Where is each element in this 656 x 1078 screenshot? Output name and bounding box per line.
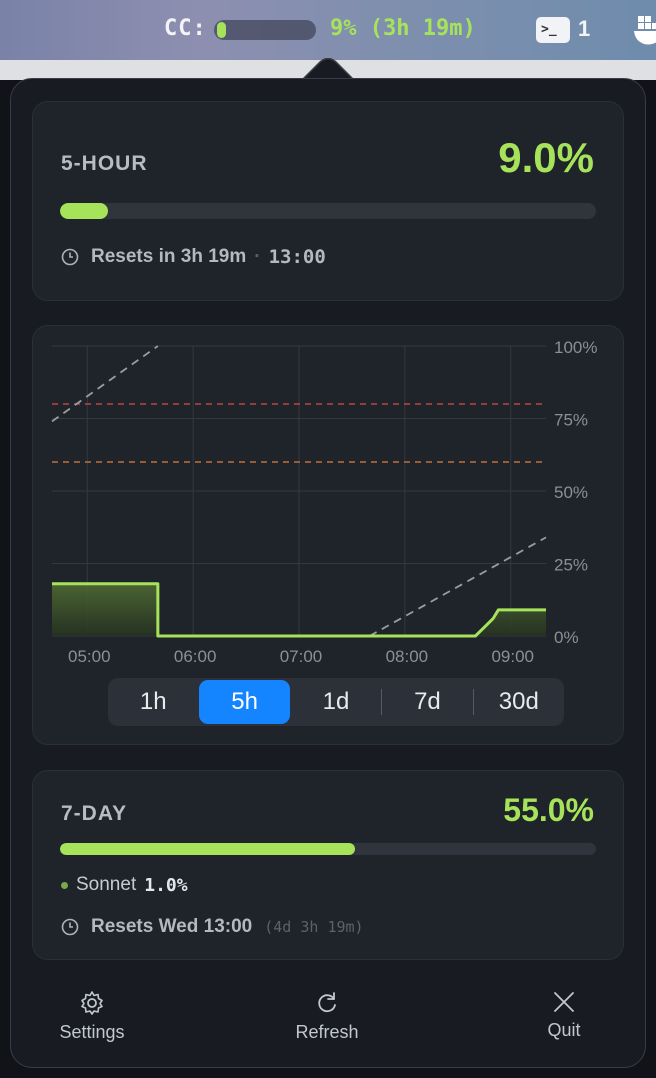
menubar-usage-fill <box>217 22 226 38</box>
range-option-5h[interactable]: 5h <box>199 680 290 724</box>
chart-y-tick-label: 50% <box>554 483 588 502</box>
five-hour-progress-fill <box>60 203 109 219</box>
five-hour-reset-label: Resets in 3h 19m <box>91 246 247 267</box>
seven-day-reset-countdown: (4d 3h 19m) <box>264 918 364 936</box>
chart-usage-line <box>52 582 546 638</box>
seven-day-progress-fill <box>60 843 355 855</box>
menubar-usage-status[interactable]: 9% (3h 19m) <box>330 16 476 41</box>
range-option-1h[interactable]: 1h <box>139 688 167 715</box>
model-usage-row: Sonnet 1.0% <box>61 874 188 896</box>
five-hour-reset-time: 13:00 <box>268 246 326 268</box>
chart-x-tick-label: 05:00 <box>68 647 111 666</box>
chart-y-tick-label: 100% <box>554 338 597 357</box>
seven-day-percent: 55.0% <box>503 792 594 828</box>
chart-y-tick-label: 0% <box>554 628 579 647</box>
reset-separator: · <box>254 246 261 267</box>
five-hour-card <box>32 101 624 301</box>
five-hour-progress <box>60 203 596 219</box>
chart-projection-line <box>369 536 547 637</box>
chart-x-tick-label: 09:00 <box>491 647 534 666</box>
chart-area-fill <box>52 583 546 636</box>
time-range-selector[interactable]: 1h 5h 1d 7d 30d <box>108 678 564 726</box>
settings-button[interactable]: Settings <box>52 990 132 1043</box>
range-option-1d[interactable]: 1d <box>322 688 350 715</box>
gear-icon <box>81 991 103 1015</box>
refresh-button[interactable]: Refresh <box>287 990 367 1043</box>
terminal-icon[interactable]: >_ <box>536 17 570 43</box>
model-label: Sonnet <box>76 874 137 895</box>
usage-chart-card <box>32 325 624 745</box>
five-hour-percent: 9.0% <box>498 134 594 181</box>
terminal-count[interactable]: 1 <box>578 16 591 41</box>
menubar-usage-bar[interactable] <box>214 20 316 40</box>
seven-day-card <box>32 770 624 960</box>
docker-whale-icon[interactable] <box>634 14 656 46</box>
segment-separator <box>381 689 383 715</box>
five-hour-title: 5-HOUR <box>61 152 148 175</box>
settings-label: Settings <box>59 1022 125 1042</box>
chart-x-tick-label: 06:00 <box>174 647 217 666</box>
seven-day-progress <box>60 843 596 855</box>
model-dot <box>61 881 68 889</box>
chart-y-tick-label: 25% <box>554 556 588 575</box>
clock-icon <box>61 248 79 266</box>
chart-x-tick-label: 07:00 <box>280 647 323 666</box>
chart-y-tick-label: 75% <box>554 411 588 430</box>
close-icon <box>554 992 574 1012</box>
model-value: 1.0% <box>144 874 188 896</box>
seven-day-title: 7-DAY <box>61 802 128 825</box>
refresh-icon <box>318 992 336 1013</box>
five-hour-reset-row: Resets in 3h 19m · 13:00 <box>61 246 326 268</box>
range-option-30d[interactable]: 30d <box>498 688 539 715</box>
refresh-label: Refresh <box>295 1022 359 1042</box>
segment-separator <box>472 689 474 715</box>
range-option-7d[interactable]: 7d <box>414 688 441 715</box>
chart-projection-line <box>51 345 159 423</box>
usage-chart: 100% 75% 50% 25% 0% 05:00 06:00 07:00 08:00 09:00 <box>51 338 597 666</box>
seven-day-reset-row: Resets Wed 13:00 (4d 3h 19m) <box>61 916 364 938</box>
quit-button[interactable]: Quit <box>524 990 604 1041</box>
seven-day-reset-label: Resets Wed 13:00 <box>91 916 253 937</box>
chart-x-tick-label: 08:00 <box>386 647 429 666</box>
menubar-cc-label[interactable]: CC: <box>164 16 207 41</box>
quit-label: Quit <box>547 1020 581 1040</box>
clock-icon <box>61 918 79 936</box>
